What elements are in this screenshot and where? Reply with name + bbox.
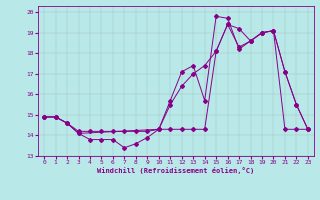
X-axis label: Windchill (Refroidissement éolien,°C): Windchill (Refroidissement éolien,°C)	[97, 167, 255, 174]
